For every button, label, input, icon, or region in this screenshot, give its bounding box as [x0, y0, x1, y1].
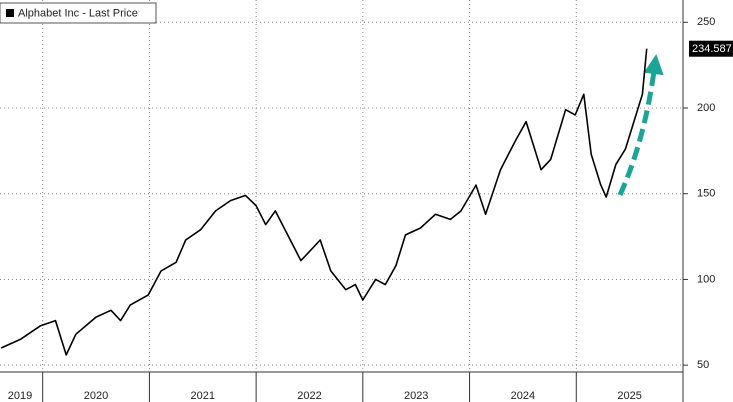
- x-tick-label: 2025: [617, 390, 641, 402]
- last-price-box: [689, 40, 733, 57]
- trend-arrow: [617, 54, 664, 197]
- legend-box: [0, 2, 157, 24]
- legend: Alphabet Inc - Last Price: [0, 2, 157, 24]
- x-tick-label: 2020: [84, 390, 108, 402]
- y-tick-label: 150: [697, 188, 715, 200]
- y-tick-label: 50: [697, 359, 709, 371]
- y-tick-label: 200: [697, 102, 715, 114]
- grid: [0, 0, 683, 372]
- last-price-label: 234.587: [692, 43, 732, 55]
- x-tick-label: 2019: [8, 390, 32, 402]
- x-tick-label: 2023: [404, 390, 428, 402]
- legend-label: Alphabet Inc - Last Price: [18, 7, 138, 19]
- price-line: [0, 48, 648, 356]
- x-tick-label: 2024: [511, 390, 535, 402]
- y-tick-label: 100: [697, 273, 715, 285]
- legend-swatch: [6, 9, 14, 17]
- y-tick-label: 250: [697, 16, 715, 28]
- x-tick-label: 2021: [191, 390, 215, 402]
- x-tick-label: 2022: [297, 390, 321, 402]
